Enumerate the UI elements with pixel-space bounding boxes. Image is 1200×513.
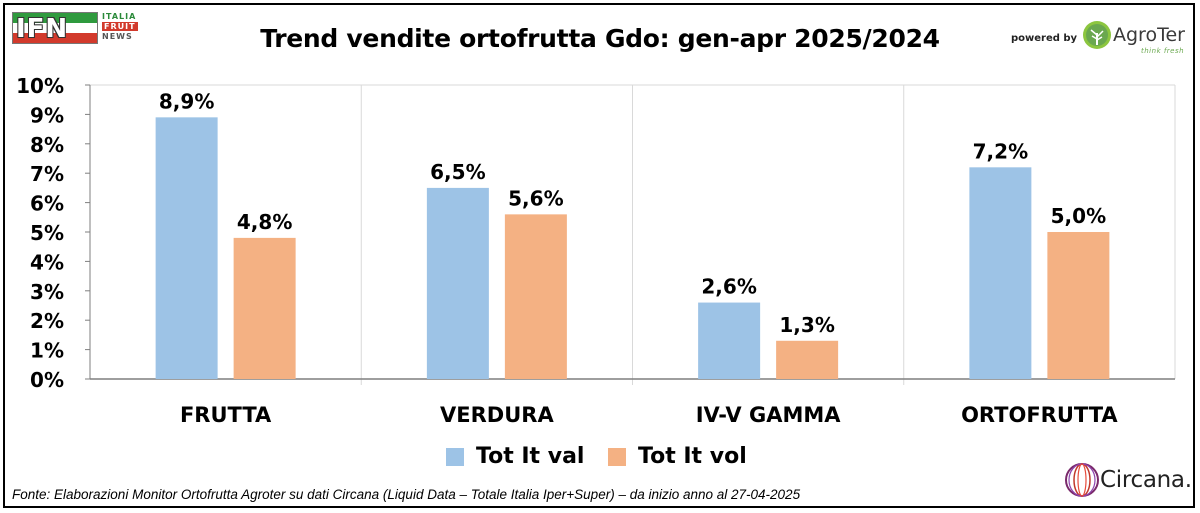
legend-swatch-vol: [608, 448, 626, 466]
y-tick-label: 7%: [30, 162, 64, 186]
y-tick-label: 9%: [30, 103, 64, 127]
bar-vol: [504, 214, 567, 379]
ifn-logo: IFN ITALIA FRUIT NEWS: [12, 10, 142, 48]
bar-vol: [1047, 232, 1110, 379]
ifn-line-2: FRUIT: [102, 22, 138, 31]
x-tick-label: ORTOFRUTTA: [961, 403, 1118, 427]
x-tick-label: VERDURA: [440, 403, 554, 427]
data-label: 6,5%: [430, 160, 485, 184]
data-label: 4,8%: [237, 210, 292, 234]
y-tick-label: 2%: [30, 309, 64, 333]
y-tick-label: 3%: [30, 280, 64, 304]
y-tick-label: 8%: [30, 133, 64, 157]
y-tick-label: 6%: [30, 192, 64, 216]
data-label: 7,2%: [973, 139, 1028, 163]
y-tick-label: 1%: [30, 339, 64, 363]
ifn-line-1: ITALIA: [102, 12, 137, 21]
y-tick-label: 0%: [30, 368, 64, 392]
data-label: 5,6%: [508, 186, 563, 210]
bar-val: [969, 167, 1032, 379]
y-tick-label: 5%: [30, 221, 64, 245]
bar-vol: [776, 340, 839, 379]
chart-title: Trend vendite ortofrutta Gdo: gen-apr 20…: [260, 24, 940, 53]
bar-val: [426, 187, 489, 379]
ifn-logo-mark: IFN: [12, 12, 98, 44]
data-label: 2,6%: [701, 275, 756, 299]
powered-by-label: powered by: [1011, 33, 1078, 44]
data-label: 5,0%: [1051, 204, 1106, 228]
circana-globe-icon: [1065, 463, 1099, 497]
legend-label-val: Tot It val: [476, 444, 585, 469]
y-tick-label: 10%: [16, 74, 64, 98]
x-tick-label: IV-V GAMMA: [696, 403, 842, 427]
legend-label-vol: Tot It vol: [638, 444, 747, 469]
ifn-logo-text: IFN: [16, 14, 69, 44]
y-tick-label: 4%: [30, 250, 64, 274]
bar-val: [698, 302, 761, 379]
agroter-logo-text: AgroTer: [1113, 24, 1185, 46]
x-tick-label: FRUTTA: [180, 403, 272, 427]
source-note: Fonte: Elaborazioni Monitor Ortofrutta A…: [12, 487, 801, 502]
agroter-tree-icon: [1083, 21, 1111, 49]
data-label: 1,3%: [779, 313, 834, 337]
ifn-line-3: NEWS: [102, 32, 133, 41]
circana-logo-text: Circana.: [1100, 467, 1192, 493]
agroter-tagline: think fresh: [1141, 47, 1185, 55]
bar-val: [155, 117, 218, 379]
legend-swatch-val: [446, 448, 464, 466]
ifn-logo-lines: ITALIA FRUIT NEWS: [102, 12, 138, 42]
bar-vol: [233, 237, 296, 379]
data-label: 8,9%: [159, 89, 214, 113]
